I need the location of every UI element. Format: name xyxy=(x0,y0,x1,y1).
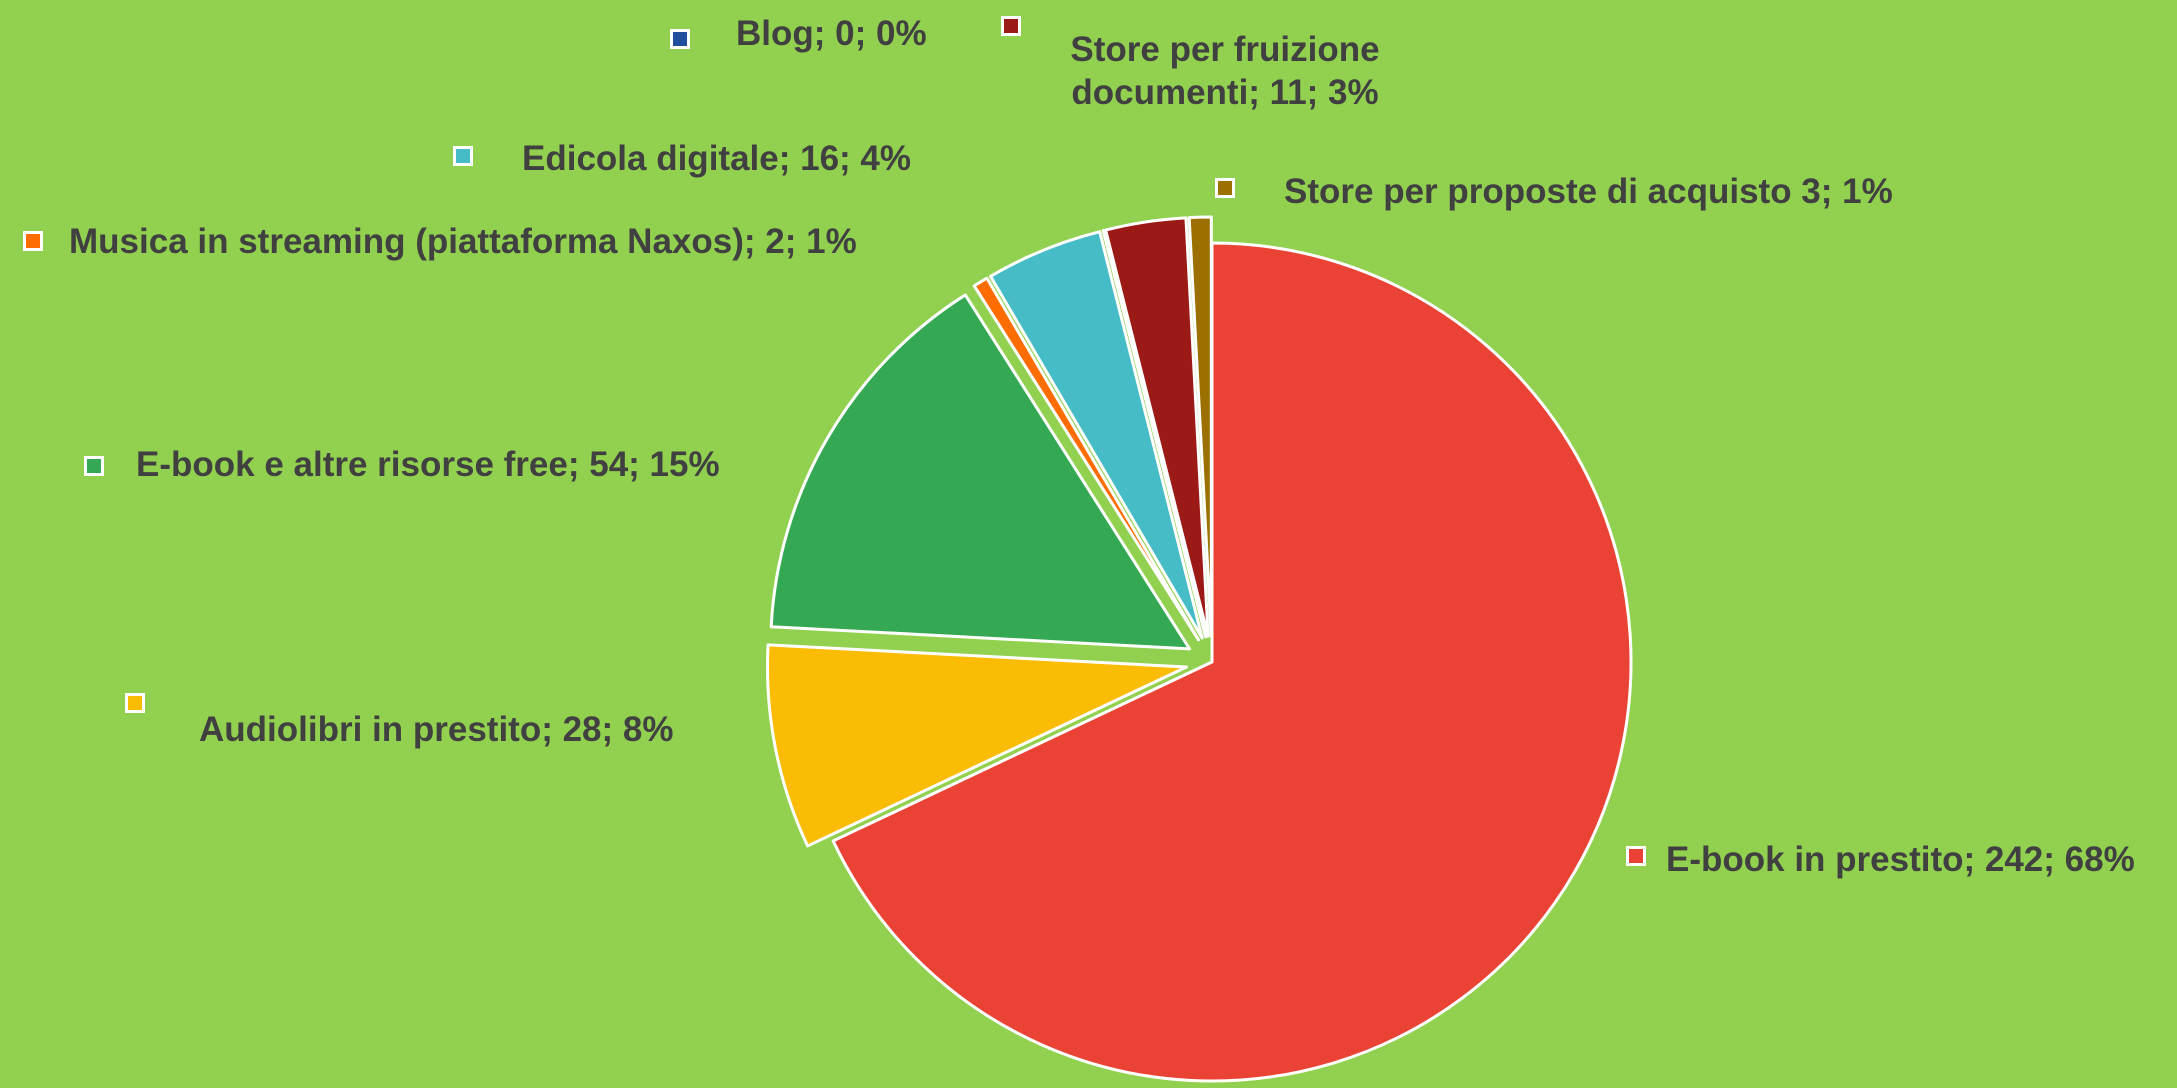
legend-marker xyxy=(1215,178,1235,198)
data-label: E-book e altre risorse free; 54; 15% xyxy=(136,445,720,484)
legend-marker xyxy=(23,231,43,251)
data-label: Musica in streaming (piattaforma Naxos);… xyxy=(69,222,857,261)
legend-marker xyxy=(84,456,104,476)
data-label: Store per proposte di acquisto 3; 1% xyxy=(1284,172,1893,211)
pie-slice xyxy=(1104,216,1210,638)
pie-slice xyxy=(831,241,1633,1083)
pie-slice xyxy=(1101,229,1208,639)
legend-marker xyxy=(670,29,690,49)
data-label: Store per fruizione documenti; 11; 3% xyxy=(1070,30,1380,112)
legend-marker xyxy=(125,693,145,713)
data-label: E-book in prestito; 242; 68% xyxy=(1666,840,2135,879)
legend-marker xyxy=(1626,846,1646,866)
legend-marker xyxy=(1001,16,1021,36)
data-label: Audiolibri in prestito; 28; 8% xyxy=(199,710,674,749)
legend-marker xyxy=(453,146,473,166)
pie-slice xyxy=(769,293,1192,651)
pie-slice xyxy=(1187,215,1213,638)
pie-slice xyxy=(766,643,1188,848)
pie-slice xyxy=(989,230,1204,640)
data-label: Edicola digitale; 16; 4% xyxy=(522,139,911,178)
pie-slice xyxy=(972,276,1200,642)
data-label: Blog; 0; 0% xyxy=(736,14,927,53)
